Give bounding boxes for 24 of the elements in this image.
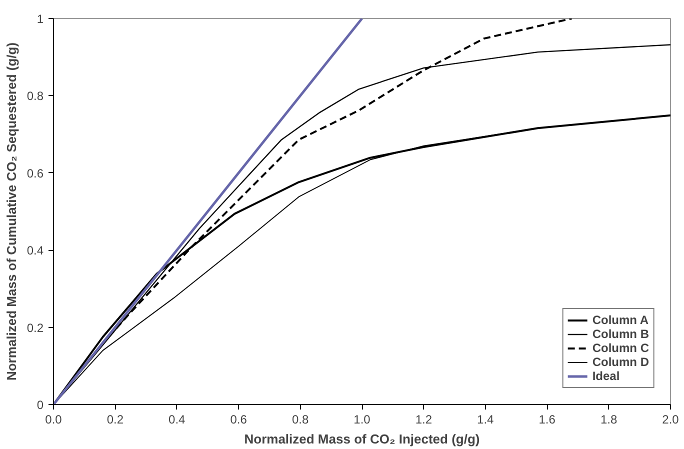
- x-tick-label: 1.2: [415, 412, 432, 426]
- y-tick-label: 0.4: [26, 244, 44, 258]
- x-tick-label: 0.4: [168, 412, 186, 426]
- y-tick-label: 0.8: [26, 89, 44, 104]
- x-tick-label: 1.0: [354, 412, 371, 426]
- y-axis-title: Normalized Mass of Cumulative CO₂ Sequestered (g/g): [4, 42, 19, 381]
- x-tick-label: 1.6: [538, 412, 556, 426]
- x-tick-label: 0.6: [230, 412, 248, 426]
- x-tick-label: 0.8: [292, 412, 309, 426]
- x-tick-label: 1.8: [600, 412, 618, 426]
- legend-label: Ideal: [592, 369, 620, 383]
- y-tick-label: 1: [36, 12, 44, 26]
- y-tick-label: 0: [36, 398, 44, 412]
- legend-label: Column B: [592, 327, 649, 341]
- legend-label: Column C: [592, 341, 649, 355]
- legend-label: Column D: [592, 355, 649, 369]
- x-tick-label: 0.0: [45, 412, 62, 426]
- x-tick-label: 2.0: [662, 412, 680, 426]
- x-tick-label: 1.4: [477, 412, 494, 426]
- x-axis-title: Normalized Mass of CO₂ Injected (g/g): [244, 432, 480, 446]
- x-tick-label: 0.2: [106, 412, 124, 426]
- y-tick-label: 0.2: [26, 320, 44, 335]
- y-tick-label: 0.6: [26, 166, 44, 180]
- legend-label: Column A: [592, 313, 649, 327]
